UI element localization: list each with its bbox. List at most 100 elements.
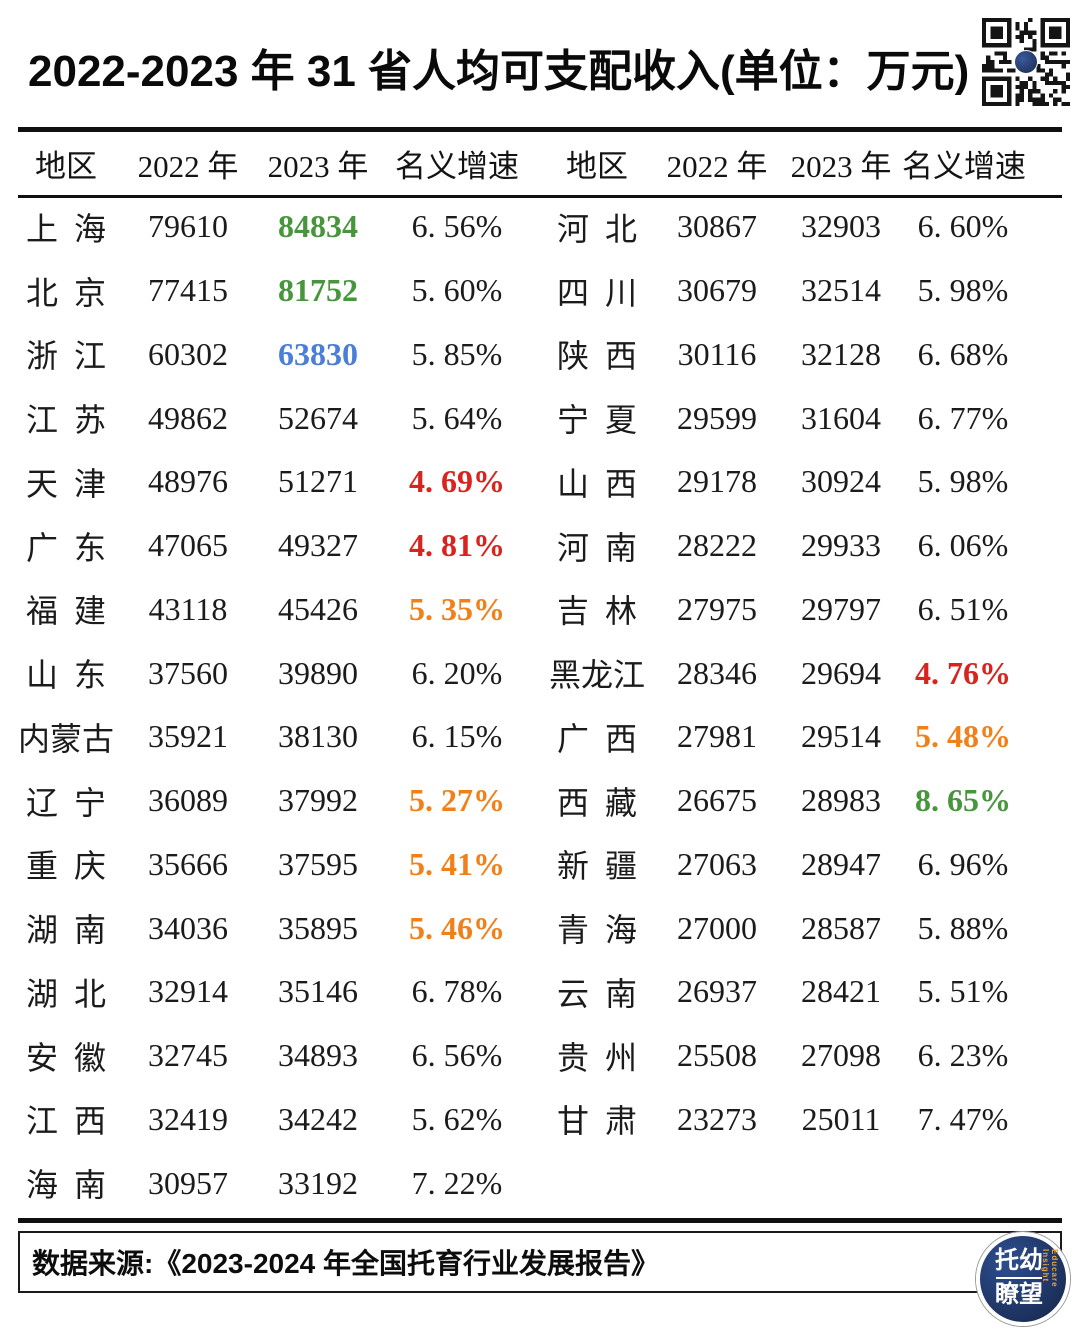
cell-growth-value: 5. 51%	[917, 973, 1009, 1010]
table-right-half: 地区 2022 年 2023 年名义增速河 北 30867 32903 6. 60% 四 川…	[540, 131, 1062, 1151]
cell-2022-value: 30867	[677, 208, 757, 245]
divider-top	[18, 127, 1062, 132]
cell-2022-value: 30957	[148, 1164, 228, 1201]
cell-2022-value: 23273	[677, 1100, 757, 1137]
table-row: 北 京 77415 81752 5. 60%	[18, 259, 540, 323]
cell-2023-value: 52674	[278, 399, 358, 436]
cell-2022-value: 77415	[148, 272, 228, 309]
cell-2022-value: 29178	[677, 463, 757, 500]
table-row: 上 海 79610 84834 6. 56%	[18, 195, 540, 259]
header-row: 地区 2022 年 2023 年名义增速	[540, 131, 1062, 195]
cell-region: 云 南	[556, 975, 637, 1012]
cell-2023-value: 34893	[278, 1037, 358, 1074]
cell-region: 广 西	[556, 720, 637, 757]
table-row: 西 藏 26675 28983 8. 65%	[540, 769, 1062, 833]
cell-2022-value: 30679	[677, 272, 757, 309]
cell-2022-value: 30116	[677, 335, 757, 372]
cell-region: 安 徽	[25, 1039, 106, 1076]
cell-region: 青 海	[556, 912, 637, 949]
cell-region: 湖 北	[25, 975, 106, 1012]
cell-growth-value: 5. 98%	[917, 463, 1009, 500]
table-row: 新 疆 27063 28947 6. 96%	[540, 833, 1062, 897]
cell-region: 山 东	[25, 657, 106, 694]
column-header: 2023 年	[267, 148, 369, 184]
cell-growth-value: 5. 98%	[917, 272, 1009, 309]
cell-2023-value: 29933	[801, 527, 881, 564]
cell-region: 四 川	[556, 274, 637, 311]
table-row: 吉 林 27975 29797 6. 51%	[540, 578, 1062, 642]
cell-2023-value: 81752	[278, 272, 358, 309]
cell-2022-value: 32914	[148, 973, 228, 1010]
table-row: 湖 南 34036 35895 5. 46%	[18, 896, 540, 960]
cell-growth-value: 6. 68%	[917, 335, 1009, 372]
cell-region: 河 北	[556, 210, 637, 247]
cell-region: 江 西	[25, 1103, 106, 1140]
cell-2022-value: 27975	[677, 590, 757, 627]
cell-growth-value: 8. 65%	[915, 782, 1011, 819]
table-row: 贵 州 25508 27098 6. 23%	[540, 1024, 1062, 1088]
cell-2022-value: 27000	[677, 909, 757, 946]
cell-2023-value: 27098	[801, 1037, 881, 1074]
cell-region: 湖 南	[25, 912, 106, 949]
cell-2023-value: 51271	[278, 463, 358, 500]
table-row: 广 西 27981 29514 5. 48%	[540, 705, 1062, 769]
cell-2022-value: 36089	[148, 782, 228, 819]
cell-growth-value: 4. 76%	[915, 654, 1011, 691]
divider-bottom	[18, 1218, 1062, 1223]
cell-growth-value: 5. 88%	[917, 909, 1009, 946]
brand-separator	[996, 1277, 1042, 1280]
cell-2023-value: 29694	[801, 654, 881, 691]
table-row: 广 东 47065 49327 4. 81%	[18, 514, 540, 578]
cell-growth-value: 6. 51%	[917, 590, 1009, 627]
cell-2023-value: 37595	[278, 845, 358, 882]
cell-2023-value: 30924	[801, 463, 881, 500]
brand-line1: 托幼	[995, 1248, 1043, 1274]
source-text: 数据来源:《2023-2024 年全国托育行业发展报告》	[32, 1248, 660, 1279]
cell-2023-value: 29797	[801, 590, 881, 627]
cell-growth-value: 6. 20%	[411, 654, 503, 691]
cell-growth-value: 5. 41%	[409, 845, 505, 882]
cell-region: 黑龙江	[548, 657, 645, 694]
cell-2022-value: 29599	[677, 399, 757, 436]
cell-region: 海 南	[25, 1167, 106, 1204]
cell-2022-value: 28346	[677, 654, 757, 691]
table-row: 天 津 48976 51271 4. 69%	[18, 450, 540, 514]
column-header: 2023 年	[790, 148, 892, 184]
source-box: 数据来源:《2023-2024 年全国托育行业发展报告》	[18, 1231, 1062, 1293]
table-row: 四 川 30679 32514 5. 98%	[540, 259, 1062, 323]
cell-2022-value: 27063	[677, 845, 757, 882]
table-row: 安 徽 32745 34893 6. 56%	[18, 1024, 540, 1088]
cell-growth-value: 6. 06%	[917, 527, 1009, 564]
cell-region: 天 津	[25, 465, 106, 502]
cell-region: 新 疆	[556, 848, 637, 885]
cell-2022-value: 37560	[148, 654, 228, 691]
cell-2022-value: 32419	[148, 1100, 228, 1137]
cell-growth-value: 5. 60%	[411, 272, 503, 309]
cell-growth-value: 7. 47%	[917, 1100, 1009, 1137]
cell-growth-value: 6. 56%	[411, 1037, 503, 1074]
cell-2022-value: 47065	[148, 527, 228, 564]
cell-region: 浙 江	[25, 338, 106, 375]
cell-2023-value: 32903	[801, 208, 881, 245]
column-header: 名义增速	[902, 148, 1026, 184]
cell-growth-value: 5. 46%	[409, 909, 505, 946]
cell-2022-value: 79610	[148, 208, 228, 245]
brand-logo: 托幼 瞭望 Educare Insight	[976, 1232, 1070, 1326]
cell-growth-value: 6. 60%	[917, 208, 1009, 245]
cell-2023-value: 35146	[278, 973, 358, 1010]
cell-region: 宁 夏	[556, 402, 637, 439]
cell-2022-value: 28222	[677, 527, 757, 564]
cell-region: 河 南	[556, 529, 637, 566]
table-row: 青 海 27000 28587 5. 88%	[540, 896, 1062, 960]
cell-growth-value: 6. 23%	[917, 1037, 1009, 1074]
header-row: 地区 2022 年 2023 年名义增速	[18, 131, 540, 195]
table-row: 重 庆 35666 37595 5. 41%	[18, 833, 540, 897]
cell-2022-value: 27981	[677, 718, 757, 755]
table-left-half: 地区 2022 年 2023 年名义增速上 海 79610 84834 6. 56% 北 京…	[18, 131, 540, 1215]
cell-region: 辽 宁	[25, 784, 106, 821]
cell-2023-value: 28587	[801, 909, 881, 946]
cell-region: 西 藏	[556, 784, 637, 821]
cell-growth-value: 6. 15%	[411, 718, 503, 755]
column-header: 2022 年	[666, 148, 768, 184]
column-header: 2022 年	[137, 148, 239, 184]
